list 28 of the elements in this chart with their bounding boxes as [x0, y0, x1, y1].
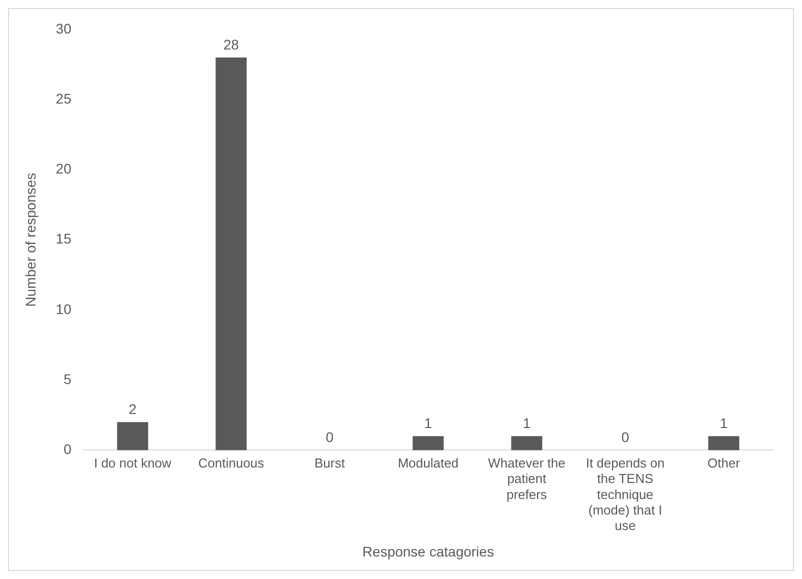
y-tick-label: 15 — [56, 230, 72, 247]
data-label: 1 — [424, 415, 432, 432]
x-tick-label: Burst — [314, 456, 346, 471]
x-tick-label: I do not know — [94, 456, 172, 471]
bar — [412, 436, 444, 450]
x-tick-label: Modulated — [398, 456, 459, 471]
y-tick-label: 25 — [56, 90, 72, 106]
x-axis-title: Response catagories — [362, 543, 494, 560]
x-tick-label: Whatever the patient prefers — [488, 456, 566, 502]
data-label: 0 — [326, 429, 334, 446]
data-label: 1 — [720, 415, 728, 432]
y-axis-title: Number of responses — [22, 172, 38, 307]
y-tick-label: 0 — [64, 441, 72, 458]
data-label: 2 — [128, 401, 137, 418]
bar — [511, 436, 542, 450]
data-label: 0 — [621, 429, 630, 446]
y-tick-label: 10 — [56, 300, 72, 317]
x-tick-label: Other — [707, 456, 741, 471]
y-tick-label: 5 — [64, 370, 72, 387]
bar — [216, 57, 247, 450]
data-label: 1 — [522, 415, 531, 432]
data-label: 28 — [223, 36, 240, 52]
x-tick-label: It depends on the TENS technique (mode) that I use — [586, 456, 665, 533]
y-tick-label: 30 — [56, 20, 72, 36]
bar — [708, 436, 740, 450]
x-tick-label: Continuous — [198, 456, 265, 471]
y-tick-label: 20 — [56, 160, 72, 177]
bar — [117, 422, 148, 450]
